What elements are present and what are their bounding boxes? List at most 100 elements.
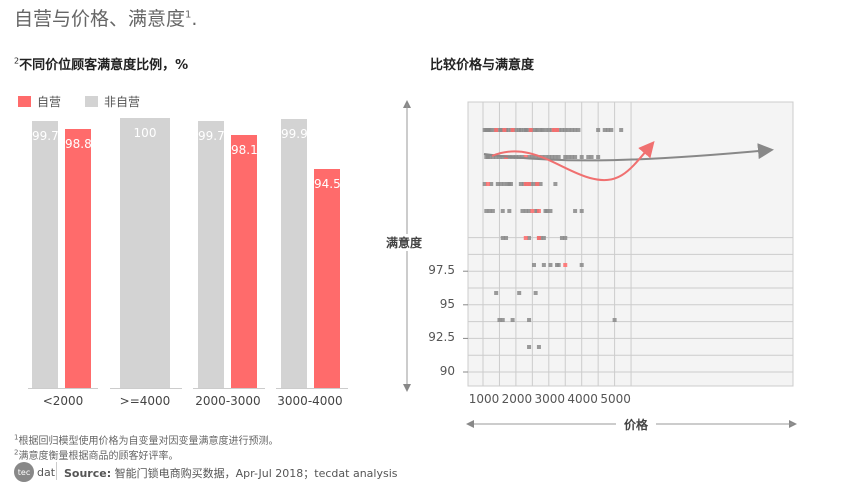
scatter-point (525, 128, 530, 132)
scatter-point (569, 155, 574, 159)
x-tick-label: 2000 (501, 392, 533, 406)
bar-category-label: <2000 (42, 394, 84, 408)
scatter-point (523, 209, 528, 213)
scatter-point (556, 263, 561, 267)
scatter-point (510, 318, 515, 322)
scatter-point (489, 128, 494, 132)
scatter-point (602, 128, 607, 132)
scatter-point (527, 155, 532, 159)
tecdat-logo: tec tecdat dat (14, 462, 55, 482)
scatter-point (517, 291, 522, 295)
bar-value-label: 99.9 (281, 126, 308, 141)
scatter-point (548, 209, 553, 213)
scatter-point (550, 155, 555, 159)
scatter-point (518, 128, 523, 132)
scatter-point (531, 182, 536, 186)
scatter-point (508, 182, 513, 186)
scatter-point (543, 155, 548, 159)
scatter-point (505, 128, 510, 132)
bar-category-label: 2000-3000 (195, 394, 261, 408)
bar-value-label: 100 (133, 126, 157, 140)
scatter-point (495, 182, 500, 186)
scatter-point (507, 209, 512, 213)
scatter-point (541, 263, 546, 267)
source-divider (56, 462, 57, 480)
bar-third-party: 99.7 (32, 120, 59, 388)
bar-self-operated: 98.8 (65, 129, 92, 388)
bar-third-party: 100 (120, 118, 170, 388)
bar-value-label: 99.7 (198, 128, 225, 143)
scatter-point (490, 155, 495, 159)
scatter-point (499, 182, 504, 186)
scatter-point (563, 128, 568, 132)
scatter-point (545, 209, 550, 213)
x-tick-label: 5000 (600, 392, 631, 406)
scatter-point (573, 155, 578, 159)
scatter-point (566, 128, 571, 132)
x-axis-label: 价格 (616, 416, 657, 433)
scatter-point (487, 209, 492, 213)
scatter-point (556, 155, 561, 159)
scatter-point (533, 291, 538, 295)
scatter-point (500, 236, 505, 240)
bar-chart-title: 2不同价位顾客满意度比例，% (14, 56, 189, 73)
scatter-point (573, 209, 578, 213)
scatter-point (559, 128, 564, 132)
scatter-point (569, 128, 574, 132)
scatter-point (538, 182, 543, 186)
scatter-point (502, 182, 507, 186)
footnote-1: 1根据回归模型使用价格为自变量对因变量满意度进行预测。 (14, 433, 279, 447)
scatter-point (523, 236, 528, 240)
x-tick-label: 3000 (534, 392, 566, 406)
scatter-point (576, 128, 581, 132)
scatter-point (548, 263, 553, 267)
source-line: Source: 智能门锁电商购买数据，Apr-Jul 2018；tecdat a… (64, 467, 398, 480)
bar-chart-legend: 自营 非自营 (18, 93, 140, 110)
scatter-point (553, 182, 558, 186)
legend-swatch-self-operated (18, 96, 31, 107)
bar-value-label: 98.8 (65, 137, 92, 152)
scatter-point (523, 155, 528, 159)
scatter-point (497, 318, 502, 322)
scatter-point (530, 155, 535, 159)
y-tick-label: 95 (439, 296, 455, 311)
overall-trend-line (483, 143, 774, 162)
scatter-point (536, 345, 541, 349)
footnote-2: 2满意度衡量根据商品的顾客好评率。 (14, 448, 179, 462)
x-tick-label: 1000 (468, 392, 500, 406)
scatter-point (518, 182, 523, 186)
bar-value-label: 98.1 (231, 143, 258, 158)
scatter-point (612, 318, 617, 322)
scatter-point (596, 155, 601, 159)
scatter-point (482, 182, 487, 186)
scatter-point (527, 345, 532, 349)
scatter-point (551, 128, 556, 132)
scatter-point (609, 128, 614, 132)
scatter-point (596, 128, 601, 132)
scatter-point (530, 209, 535, 213)
legend-label-self-operated: 自营 (37, 95, 62, 109)
scatter-point (494, 155, 499, 159)
scatter-point (619, 128, 624, 132)
bar-baseline-1 (28, 388, 98, 389)
scatter-point (546, 128, 551, 132)
bar-baseline-2 (110, 388, 182, 389)
scatter-point (536, 236, 541, 240)
scatter-point (540, 128, 545, 132)
scatter-point (527, 182, 532, 186)
scatter-point (528, 128, 533, 132)
scatter-point (563, 263, 568, 267)
scatter-point (513, 128, 518, 132)
bar-chart-plot: 99.7 98.8 100 99.7 98.1 99.9 94.5 (0, 100, 380, 388)
scatter-point (487, 155, 492, 159)
plot-background (467, 101, 794, 387)
scatter-point (573, 128, 578, 132)
scatter-chart-title: 比较价格与满意度 (430, 58, 535, 73)
y-tick-label: 90 (439, 364, 455, 378)
scatter-point (543, 128, 548, 132)
scatter-point (489, 182, 494, 186)
scatter-point (504, 236, 509, 240)
scatter-point (541, 236, 546, 240)
self-operated-trend-line (491, 140, 655, 182)
bar-category-label: 3000-4000 (277, 394, 343, 408)
